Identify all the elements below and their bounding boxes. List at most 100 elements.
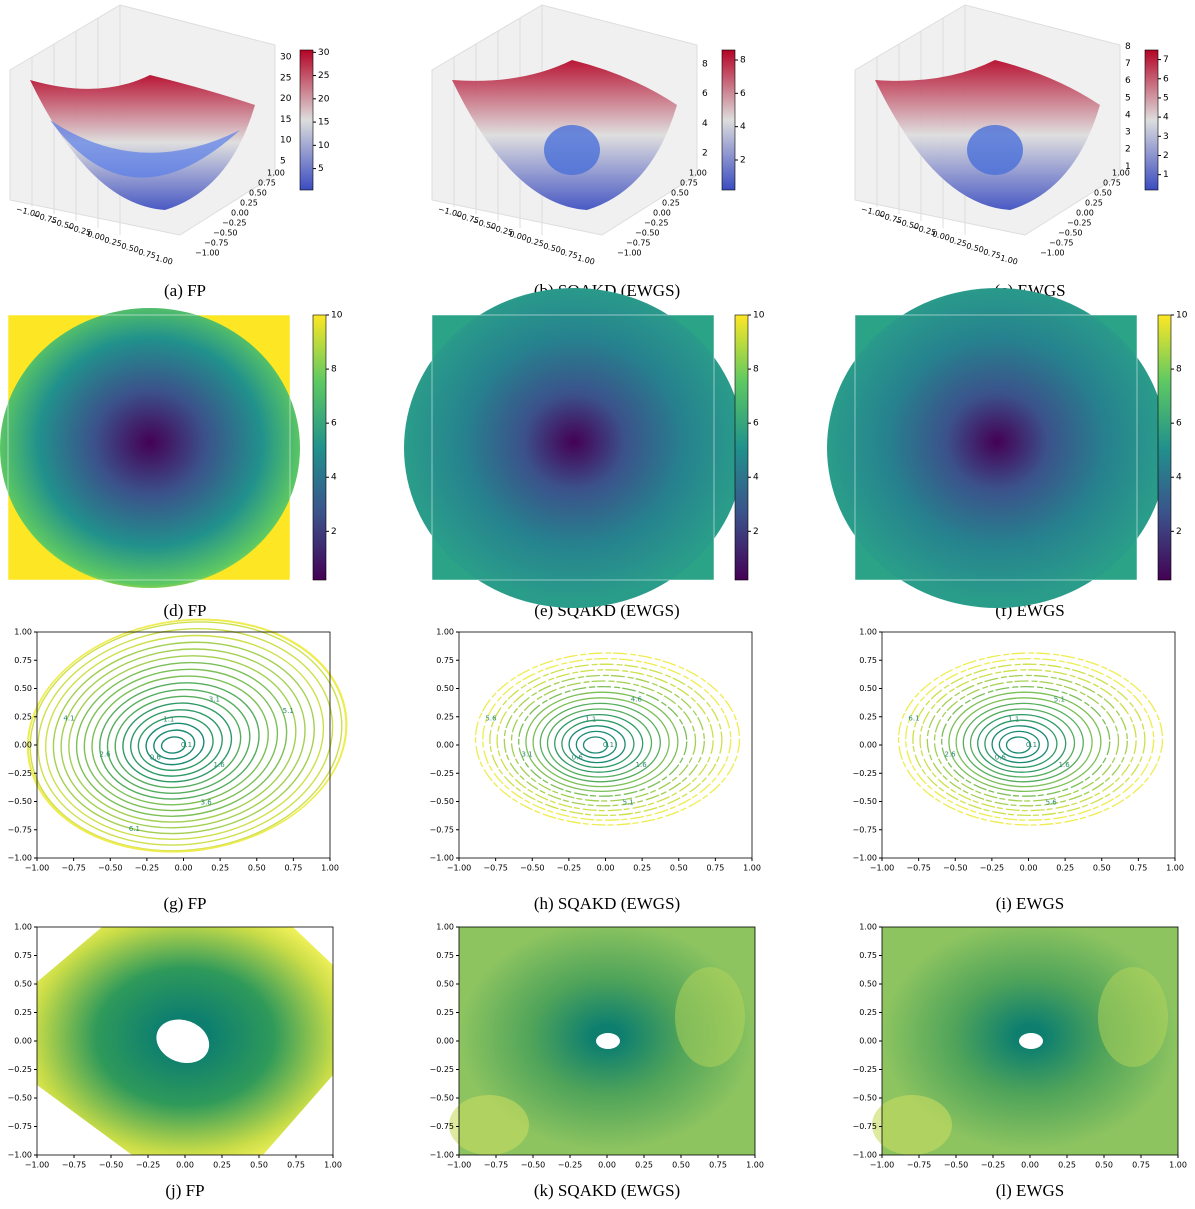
contour-line — [575, 730, 617, 759]
colorbar-tick-label: 10 — [1176, 311, 1188, 321]
y-tick-label: −1.00 — [429, 1151, 454, 1160]
contour-line — [68, 655, 297, 823]
contour-label: 1.1 — [1008, 716, 1019, 724]
colorbar-tick-label: 7 — [1163, 55, 1169, 65]
contour-line — [27, 618, 348, 853]
contour-set — [474, 652, 741, 826]
caption: (g) FP — [164, 894, 207, 913]
y-tick-label: −0.25 — [7, 769, 32, 778]
contour-line — [998, 730, 1040, 759]
z-tick-label: 1 — [1125, 162, 1131, 172]
contour-label: 5.1 — [1054, 695, 1065, 703]
x-tick-label: −1.00 — [25, 1161, 50, 1170]
y-tick-label: 1.00 — [689, 169, 707, 178]
y-tick-label: 0.75 — [436, 951, 454, 960]
colorbar-tick-label: 4 — [1163, 113, 1169, 123]
y-tick-label: 0.75 — [258, 179, 276, 188]
y-tick-label: −1.00 — [852, 1151, 877, 1160]
y-tick-label: 0.00 — [436, 1037, 454, 1046]
contour-line — [919, 669, 1137, 812]
y-tick-label: −1.00 — [195, 249, 220, 258]
contour-line — [83, 668, 279, 812]
caption: (k) SQAKD (EWGS) — [534, 1181, 680, 1200]
x-tick-label: −0.50 — [99, 1161, 124, 1170]
colorbar-tick-label: 5 — [318, 164, 324, 174]
contour-line — [532, 697, 670, 788]
x-tick-label: 0.00 — [508, 229, 528, 242]
colorbar-tick-label: 5 — [1163, 93, 1169, 103]
y-tick-label: 0.00 — [1076, 209, 1094, 218]
y-tick-label: 0.25 — [436, 1008, 454, 1017]
x-tick-label: 0.25 — [633, 864, 651, 873]
y-tick-label: 1.00 — [267, 169, 285, 178]
z-tick-label: 3 — [1125, 128, 1131, 138]
colorbar-tick-label: 4 — [1176, 473, 1182, 483]
contour-label: 1.1 — [585, 716, 596, 724]
heatmap-field — [827, 288, 1167, 608]
y-tick-label: 0.50 — [436, 684, 454, 693]
x-tick-label: 0.25 — [635, 1161, 653, 1170]
heatmap-field — [404, 288, 744, 608]
x-tick-label: 0.75 — [982, 247, 1002, 260]
contour-line — [933, 680, 1120, 802]
z-tick-label: 2 — [702, 149, 708, 159]
contour-line — [539, 702, 661, 783]
x-tick-label: 1.00 — [999, 253, 1019, 266]
x-tick-label: 0.75 — [137, 247, 157, 260]
colorbar-tick-label: 6 — [1163, 74, 1169, 84]
contour-line — [99, 682, 260, 800]
colorbar-tick-label: 2 — [1163, 151, 1169, 161]
heatmap-clip — [7, 314, 291, 581]
x-tick-label: −1.00 — [25, 864, 50, 873]
x-tick-label: −0.25 — [980, 864, 1005, 873]
y-tick-label: 0.50 — [14, 980, 32, 989]
y-tick-label: 0.75 — [14, 656, 32, 665]
y-tick-label: −0.50 — [1058, 229, 1083, 238]
y-tick-label: 0.00 — [436, 741, 454, 750]
contour-label: 3.6 — [201, 798, 213, 806]
contour-line — [962, 702, 1084, 783]
x-tick-label: 0.75 — [559, 247, 579, 260]
contour-line — [114, 695, 242, 789]
z-tick-label: 25 — [280, 73, 291, 83]
y-tick-label: 0.00 — [14, 1037, 32, 1046]
contour-line — [926, 674, 1128, 807]
colorbar — [299, 49, 314, 191]
y-tick-label: 0.00 — [653, 209, 671, 218]
y-tick-label: 0.50 — [671, 189, 689, 198]
x-tick-label: 0.75 — [284, 864, 302, 873]
caption: (l) EWGS — [996, 1181, 1064, 1200]
filled-contour-hole — [156, 1019, 210, 1064]
filled-contour-hole — [596, 1033, 620, 1049]
z-tick-label: 8 — [1125, 42, 1131, 52]
y-tick-label: −1.00 — [7, 854, 32, 863]
x-tick-label: 0.75 — [287, 1161, 305, 1170]
contour-line — [518, 685, 688, 797]
contour-line — [941, 685, 1111, 797]
y-tick-label: 1.00 — [14, 628, 32, 637]
contour-label: 0.1 — [1026, 741, 1037, 749]
x-tick-label: 0.00 — [597, 864, 615, 873]
y-tick-label: −0.50 — [7, 1094, 32, 1103]
contour-set — [26, 618, 348, 853]
x-tick-label: −0.75 — [907, 1161, 932, 1170]
x-tick-label: 0.00 — [1021, 1161, 1039, 1170]
y-tick-label: 1.00 — [859, 628, 877, 637]
x-tick-label: −0.50 — [98, 864, 123, 873]
colorbar-tick-label: 20 — [318, 94, 330, 104]
colorbar-tick-label: 2 — [740, 156, 746, 166]
x-tick-label: 0.75 — [709, 1161, 727, 1170]
contour-line — [525, 691, 679, 793]
y-tick-label: 0.50 — [859, 980, 877, 989]
contour-label: 5.6 — [485, 714, 497, 722]
filled-contour-patch — [1098, 967, 1168, 1067]
colorbar-tick-label: 30 — [318, 48, 330, 58]
contour-line — [977, 713, 1067, 773]
contour-label: 3.1 — [521, 751, 532, 759]
y-tick-label: 1.00 — [14, 923, 32, 932]
contour-line — [52, 641, 315, 835]
y-tick-label: −1.00 — [617, 249, 642, 258]
contour-label: 4.6 — [631, 695, 643, 703]
x-tick-label: −1.00 — [447, 864, 472, 873]
